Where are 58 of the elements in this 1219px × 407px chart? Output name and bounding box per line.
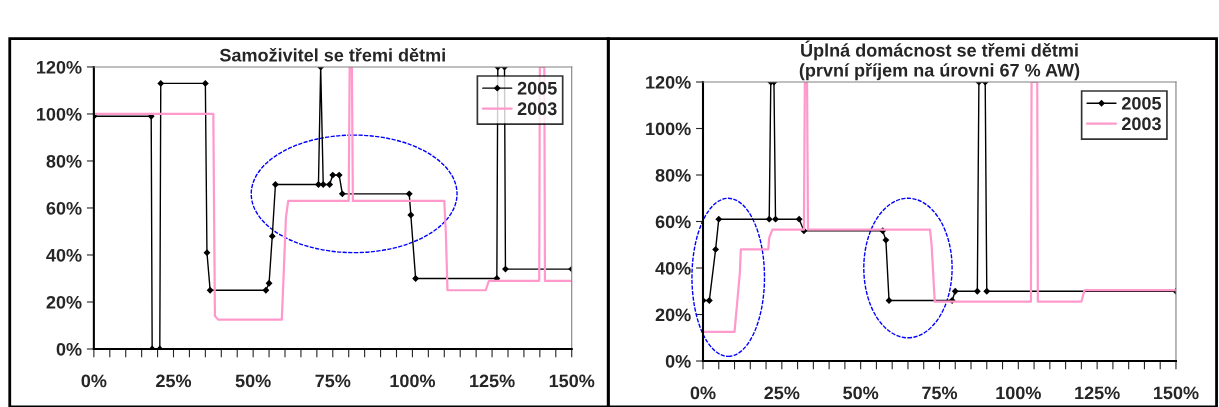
point [272, 181, 279, 188]
x-tick-label: 75% [315, 374, 351, 388]
point [705, 297, 713, 304]
y-tick-label: 20% [655, 308, 691, 322]
y-tick-label: 60% [655, 215, 691, 229]
y-tick-label: 100% [646, 122, 691, 136]
point [973, 287, 981, 295]
point [765, 215, 773, 223]
x-tick-label: 50% [235, 374, 271, 388]
x-tick-label: 75% [922, 386, 958, 400]
point [268, 232, 276, 240]
point [206, 286, 214, 294]
chart-title: Úplná domácnost se třemi dětmi (první příjem na úrovni 67 % AW) [799, 40, 1080, 81]
x-tick-label: 100% [390, 374, 436, 388]
chart-title: Samoživitel se třemi dětmi [219, 47, 445, 62]
point [407, 211, 415, 219]
point [405, 190, 413, 198]
x-tick-label: 0% [690, 386, 716, 400]
legend-label: 2005 [517, 81, 557, 95]
point [712, 245, 720, 253]
x-tick-label: 25% [156, 374, 192, 388]
point [715, 215, 723, 223]
y-tick-label: 80% [46, 154, 82, 168]
point [265, 279, 273, 287]
point [315, 181, 322, 188]
point [201, 79, 209, 87]
y-tick-label: 100% [37, 107, 82, 121]
x-tick-label: 50% [843, 386, 879, 400]
point [326, 181, 334, 188]
y-tick-label: 40% [46, 248, 82, 262]
legend-label: 2005 [1121, 96, 1162, 110]
point [772, 215, 779, 223]
x-tick-label: 25% [764, 386, 800, 400]
legend-label: 2003 [1121, 117, 1161, 131]
x-tick-label: 125% [470, 374, 515, 388]
legend-label: 2003 [517, 102, 557, 116]
point [795, 215, 803, 223]
y-tick-label: 0% [665, 354, 691, 368]
point [157, 79, 165, 87]
y-tick-label: 60% [46, 201, 82, 215]
y-tick-label: 0% [56, 342, 82, 356]
point [882, 236, 890, 244]
y-tick-label: 20% [46, 295, 82, 309]
point [262, 286, 270, 294]
y-tick-label: 120% [646, 75, 691, 89]
point [329, 171, 337, 179]
point [319, 181, 327, 188]
point [335, 171, 343, 179]
x-tick-label: 0% [81, 374, 107, 388]
point [203, 249, 211, 257]
y-tick-label: 80% [655, 168, 691, 182]
x-tick-label: 150% [1154, 386, 1199, 400]
y-tick-label: 120% [37, 60, 82, 74]
y-tick-label: 40% [655, 261, 691, 275]
point [412, 275, 420, 282]
x-tick-label: 100% [996, 386, 1041, 400]
x-tick-label: 150% [549, 374, 595, 388]
x-tick-label: 125% [1075, 386, 1120, 400]
